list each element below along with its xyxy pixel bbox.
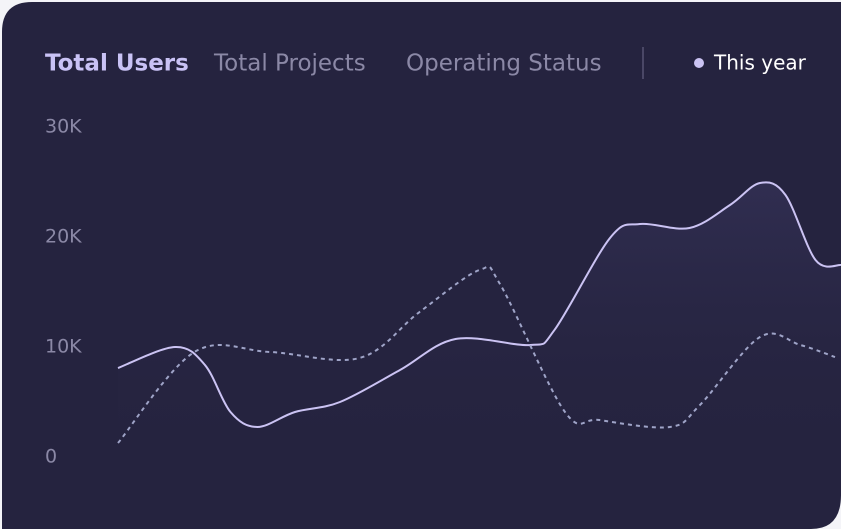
tab-active[interactable]: Total Users <box>45 51 189 77</box>
x-tick-label: Apr <box>609 527 642 529</box>
legend-label: This year <box>713 51 807 75</box>
y-tick-label: 10K <box>45 336 82 358</box>
legend-dot <box>694 58 704 68</box>
tab[interactable]: Operating Status <box>406 51 602 77</box>
tab[interactable]: Total Projects <box>213 51 366 77</box>
area-fill <box>118 182 841 457</box>
x-tick-label: May <box>755 527 794 529</box>
y-tick-label: 30K <box>45 116 82 138</box>
x-tick-label: Mar <box>457 527 493 529</box>
x-tick-label: Feb <box>308 527 342 529</box>
plot: 0 10K 20K 30K Jan Feb Mar Apr May <box>45 116 841 529</box>
x-tick-label: Jan <box>159 527 189 529</box>
y-tick-label: 20K <box>45 226 82 248</box>
line <box>117 181 841 428</box>
y-tick-label: 0 <box>45 446 57 468</box>
line <box>117 265 836 444</box>
